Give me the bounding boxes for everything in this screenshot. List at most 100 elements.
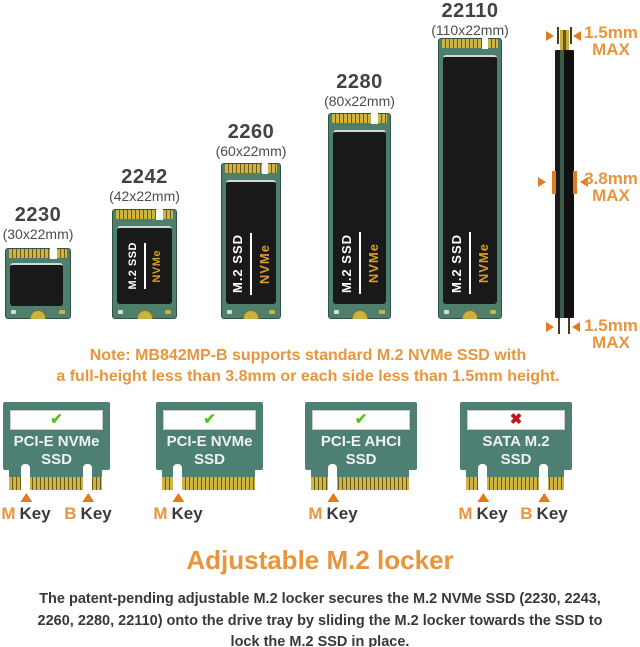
- nand-chip: M.2 SSD NVMe: [226, 180, 276, 304]
- measure-bar: [568, 318, 570, 334]
- ssd-2242-card: M.2 SSD NVMe: [112, 208, 177, 319]
- gold-finger-edge: [162, 470, 255, 490]
- nand-chip: M.2 SSD NVMe: [443, 55, 497, 304]
- mounting-notch: [243, 310, 259, 319]
- status-strip: ✔: [163, 410, 256, 430]
- height-limit-middle: 3.8mm MAX: [582, 170, 640, 204]
- size-name: 2260: [227, 121, 275, 143]
- side-view-ssd-body: [555, 50, 574, 318]
- ssd-22110-group: 22110 (110x22mm) M.2 SSD NVMe: [431, 0, 509, 319]
- ssd-22110-label: 22110 (110x22mm): [431, 0, 509, 38]
- up-arrow-icon: [326, 493, 339, 502]
- right-arrow-icon: [546, 322, 554, 332]
- chip-sublabel: NVMe: [257, 243, 272, 285]
- connector-pcie-nvme-m-key: ✔ PCI-E NVMe SSD M Key: [153, 402, 263, 532]
- m-key-notch: [173, 464, 182, 491]
- ssd-2260-card: M.2 SSD NVMe: [221, 162, 281, 319]
- check-icon: ✔: [203, 411, 216, 428]
- measure-value: 3.8mm: [584, 169, 638, 188]
- connector-type-label: PCI-E NVMe SSD: [166, 433, 253, 468]
- note-line-1: Note: MB842MP-B supports standard M.2 NV…: [89, 347, 527, 364]
- size-dimensions: (42x22mm): [109, 188, 180, 204]
- measure-qualifier: MAX: [592, 186, 630, 205]
- ssd-2260-group: 2260 (60x22mm) M.2 SSD NVMe: [216, 121, 286, 319]
- size-dimensions: (110x22mm): [431, 22, 509, 38]
- desc-line-2: 2260, 2280, 22110) onto the drive tray b…: [37, 612, 603, 629]
- support-note: Note: MB842MP-B supports standard M.2 NV…: [8, 345, 608, 387]
- connector-body: ✔ PCI-E NVMe SSD: [156, 402, 263, 470]
- height-limit-bottom: 1.5mm MAX: [582, 317, 640, 351]
- measure-value: 1.5mm: [584, 316, 638, 335]
- m-key-notch: [478, 464, 487, 491]
- check-icon: ✔: [50, 411, 63, 428]
- edge-connector-pins: [332, 112, 387, 124]
- ssd-2280-label: 2280 (80x22mm): [324, 71, 395, 109]
- measure-tick: [573, 171, 577, 194]
- up-arrow-icon: [538, 493, 550, 502]
- connector-type-label: PCI-E AHCI SSD: [320, 433, 402, 468]
- size-dimensions: (60x22mm): [215, 143, 287, 159]
- measure-tick: [552, 171, 556, 194]
- connector-type-label: SATA M.2 SSD: [482, 433, 550, 468]
- b-key-marker: B Key: [64, 491, 112, 524]
- ssd-2280-group: 2280 (80x22mm) M.2 SSD NVMe: [324, 71, 395, 319]
- desc-line-1: The patent-pending adjustable M.2 locker…: [39, 591, 601, 607]
- measure-qualifier: MAX: [592, 40, 630, 59]
- ssd-22110-card: M.2 SSD NVMe: [438, 37, 502, 319]
- edge-connector-pins: [9, 247, 67, 259]
- ssd-2242-group: 2242 (42x22mm) M.2 SSD NVMe: [109, 166, 180, 319]
- mounting-notch: [136, 310, 153, 319]
- m-key-marker: M Key: [308, 491, 358, 524]
- ssd-2230-label: 2230 (30x22mm): [3, 204, 74, 242]
- chip-label: M.2 SSD: [338, 233, 354, 293]
- gold-finger-edge: [9, 470, 102, 490]
- edge-connector-pins: [442, 37, 498, 49]
- status-strip: ✔: [312, 410, 410, 430]
- connector-body: ✔ PCI-E AHCI SSD: [305, 402, 417, 470]
- chip-sublabel: NVMe: [476, 243, 491, 284]
- nand-chip: M.2 SSD NVMe: [117, 226, 172, 304]
- connector-body: ✔ PCI-E NVMe SSD: [3, 402, 110, 470]
- b-key-notch: [539, 464, 548, 491]
- ssd-2260-label: 2260 (60x22mm): [216, 121, 287, 159]
- ssd-2280-card: M.2 SSD NVMe: [328, 112, 391, 319]
- right-arrow-icon: [538, 177, 546, 187]
- connector-sata-m2: ✖ SATA M.2 SSD M Key B Key: [458, 402, 572, 532]
- b-key-notch: [83, 464, 92, 491]
- size-name: 2230: [14, 204, 62, 226]
- size-dimensions: (30x22mm): [2, 226, 74, 242]
- measure-qualifier: MAX: [592, 333, 630, 352]
- mounting-notch: [351, 310, 368, 319]
- check-icon: ✔: [354, 411, 368, 428]
- up-arrow-icon: [82, 493, 94, 502]
- edge-connector-pins: [116, 208, 173, 220]
- b-key-marker: B Key: [520, 491, 568, 524]
- edge-connector-pins: [225, 162, 277, 174]
- size-dimensions: (80x22mm): [324, 93, 395, 109]
- size-name: 22110: [441, 0, 499, 22]
- locker-description: The patent-pending adjustable M.2 locker…: [10, 589, 630, 647]
- chip-label: M.2 SSD: [126, 242, 139, 290]
- mounting-notch: [30, 310, 46, 319]
- status-strip: ✖: [467, 410, 565, 430]
- mounting-notch: [462, 310, 478, 319]
- connector-pcie-ahci-m-key: ✔ PCI-E AHCI SSD M Key: [305, 402, 417, 532]
- chip-sublabel: NVMe: [365, 243, 381, 284]
- m-key-notch: [328, 464, 337, 491]
- connector-body: ✖ SATA M.2 SSD: [460, 402, 572, 470]
- chip-sublabel: NVMe: [150, 249, 163, 283]
- note-line-2: a full-height less than 3.8mm or each si…: [56, 368, 560, 385]
- up-arrow-icon: [476, 493, 489, 502]
- m-key-notch: [21, 464, 30, 491]
- size-name: 2242: [121, 166, 168, 188]
- locker-title: Adjustable M.2 locker: [186, 545, 454, 575]
- measure-bar: [558, 318, 560, 334]
- up-arrow-icon: [171, 493, 184, 502]
- status-strip: ✔: [10, 410, 103, 430]
- nand-chip: M.2 SSD NVMe: [333, 130, 386, 304]
- desc-line-3: lock the M.2 SSD in place.: [230, 634, 410, 647]
- measure-bar: [557, 27, 559, 44]
- size-name: 2280: [336, 71, 383, 93]
- m-key-marker: M Key: [1, 491, 51, 524]
- cross-icon: ✖: [509, 411, 523, 428]
